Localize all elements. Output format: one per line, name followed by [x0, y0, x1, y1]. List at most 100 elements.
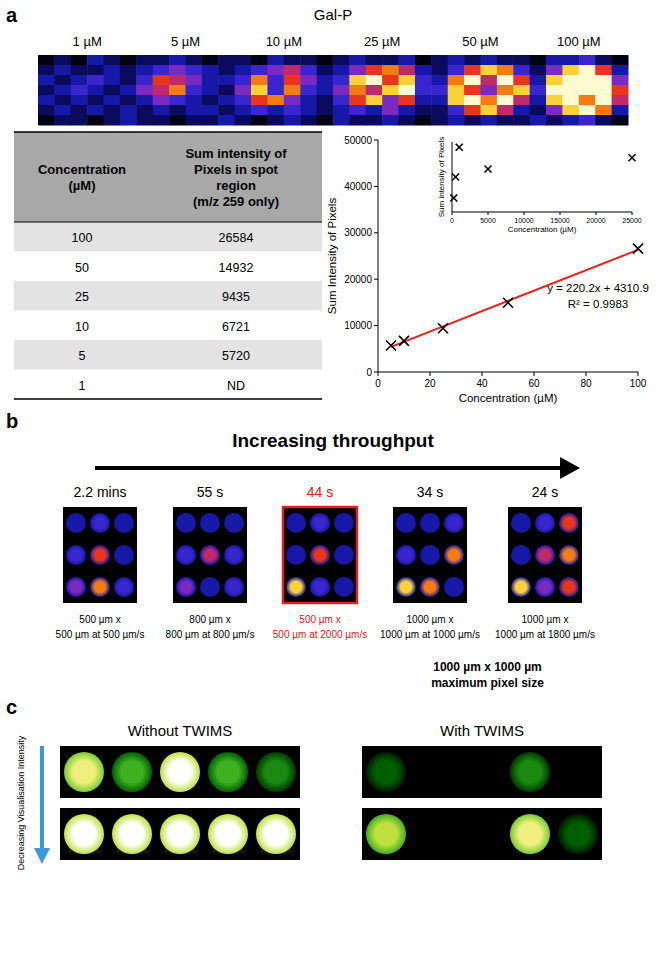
spot: [200, 513, 220, 533]
table-row-bg: [14, 370, 322, 400]
heatmap-cell: [415, 65, 432, 76]
x-tick-label: 20: [424, 378, 436, 389]
heatmap-cell: [431, 75, 448, 86]
y-tick: [374, 372, 378, 373]
heatmap-cell: [497, 85, 514, 96]
heatmap-cell: [513, 55, 530, 66]
heatmap-cell: [235, 65, 252, 76]
spot: [366, 814, 406, 854]
spot: [558, 814, 598, 854]
caption: 1000 µm x: [407, 614, 454, 625]
heatmap-cell: [235, 105, 252, 116]
heatmap-cell: [333, 65, 350, 76]
heatmap-cell: [202, 55, 219, 66]
heatmap-cell: [235, 85, 252, 96]
heatmap-cell: [481, 115, 498, 126]
heatmap-cell: [153, 85, 170, 96]
heatmap-cell: [513, 85, 530, 96]
heatmap-cell: [464, 65, 481, 76]
heatmap-cell: [54, 55, 71, 66]
y-axis: [378, 140, 379, 372]
heatmap-cell: [464, 85, 481, 96]
table-row-bg: [14, 340, 322, 370]
spot: [334, 577, 354, 597]
heatmap-cell: [71, 55, 88, 66]
spot: [414, 814, 454, 854]
heatmap-cell: [497, 55, 514, 66]
x-tick: [452, 212, 453, 215]
heatmap-cell: [218, 95, 235, 106]
heatmap-cell: [317, 75, 334, 86]
spot: [414, 752, 454, 792]
panel-label: a: [6, 4, 18, 26]
heatmap-cell: [153, 105, 170, 116]
heatmap-cell: [267, 55, 284, 66]
data-point: [629, 154, 636, 161]
table-header: region: [216, 178, 256, 193]
heatmap-cell: [38, 75, 55, 86]
heatmap-cell: [366, 105, 383, 116]
heatmap-cell: [300, 95, 317, 106]
x-axis-title: Concentration (µM): [459, 392, 558, 404]
y-tick-label: 0: [366, 367, 372, 378]
x-tick-label: 20000: [586, 217, 606, 224]
heatmap-cell: [267, 105, 284, 116]
spot: [176, 513, 196, 533]
heatmap-cell: [153, 55, 170, 66]
heatmap-cell: [317, 65, 334, 76]
heatmap-cell: [349, 85, 366, 96]
heatmap-cell: [186, 85, 203, 96]
spot: [511, 577, 531, 597]
table-cell: ND: [227, 379, 245, 393]
heatmap-cell: [136, 95, 153, 106]
x-tick-label: 80: [580, 378, 592, 389]
fit-line: [391, 250, 638, 347]
heatmap-cell: [104, 105, 121, 116]
heatmap-cell: [251, 95, 268, 106]
heatmap-cell: [251, 85, 268, 96]
spot: [112, 752, 152, 792]
spot: [176, 577, 196, 597]
time-label: 44 s: [307, 484, 333, 500]
time-label: 55 s: [197, 484, 223, 500]
caption: 500 µm x: [299, 614, 340, 625]
heatmap-cell: [612, 95, 629, 106]
heatmap-cell: [267, 115, 284, 126]
heatmap-cell: [136, 55, 153, 66]
heatmap-cell: [382, 105, 399, 116]
spot: [334, 513, 354, 533]
spot: [66, 513, 86, 533]
heatmap-cell: [104, 75, 121, 86]
heatmap-cell: [333, 75, 350, 86]
x-tick: [430, 372, 431, 376]
ms-image: [508, 507, 582, 603]
heatmap-cell: [104, 115, 121, 126]
heatmap-cell: [104, 65, 121, 76]
y-axis-title: Sum Intensity of Pixels: [326, 198, 338, 315]
table-header: (µM): [69, 178, 96, 193]
heatmap-cell: [481, 105, 498, 116]
heatmap-cell: [267, 85, 284, 96]
heatmap-cell: [153, 115, 170, 126]
table-cell: 9435: [222, 290, 250, 304]
note: 1000 µm x 1000 µm: [433, 660, 542, 674]
spot: [114, 513, 134, 533]
heatmap-cell: [464, 75, 481, 86]
heatmap-cell: [104, 85, 121, 96]
heatmap-cell: [284, 95, 301, 106]
heatmap-cell: [497, 115, 514, 126]
table-header-bg: [14, 132, 322, 222]
spot: [444, 513, 464, 533]
spot: [200, 577, 220, 597]
spot: [535, 513, 555, 533]
arrow: [40, 746, 44, 850]
heatmap-cell: [579, 85, 596, 96]
y-axis-title: Sum intensity of Pixels: [437, 137, 446, 217]
spot: [90, 513, 110, 533]
spot: [462, 814, 502, 854]
heatmap-cell: [349, 95, 366, 106]
table-cell: 6721: [222, 320, 250, 334]
spot: [510, 814, 550, 854]
heatmap-cell: [136, 75, 153, 86]
caption: 1000 µm at 1800 µm/s: [495, 629, 595, 640]
